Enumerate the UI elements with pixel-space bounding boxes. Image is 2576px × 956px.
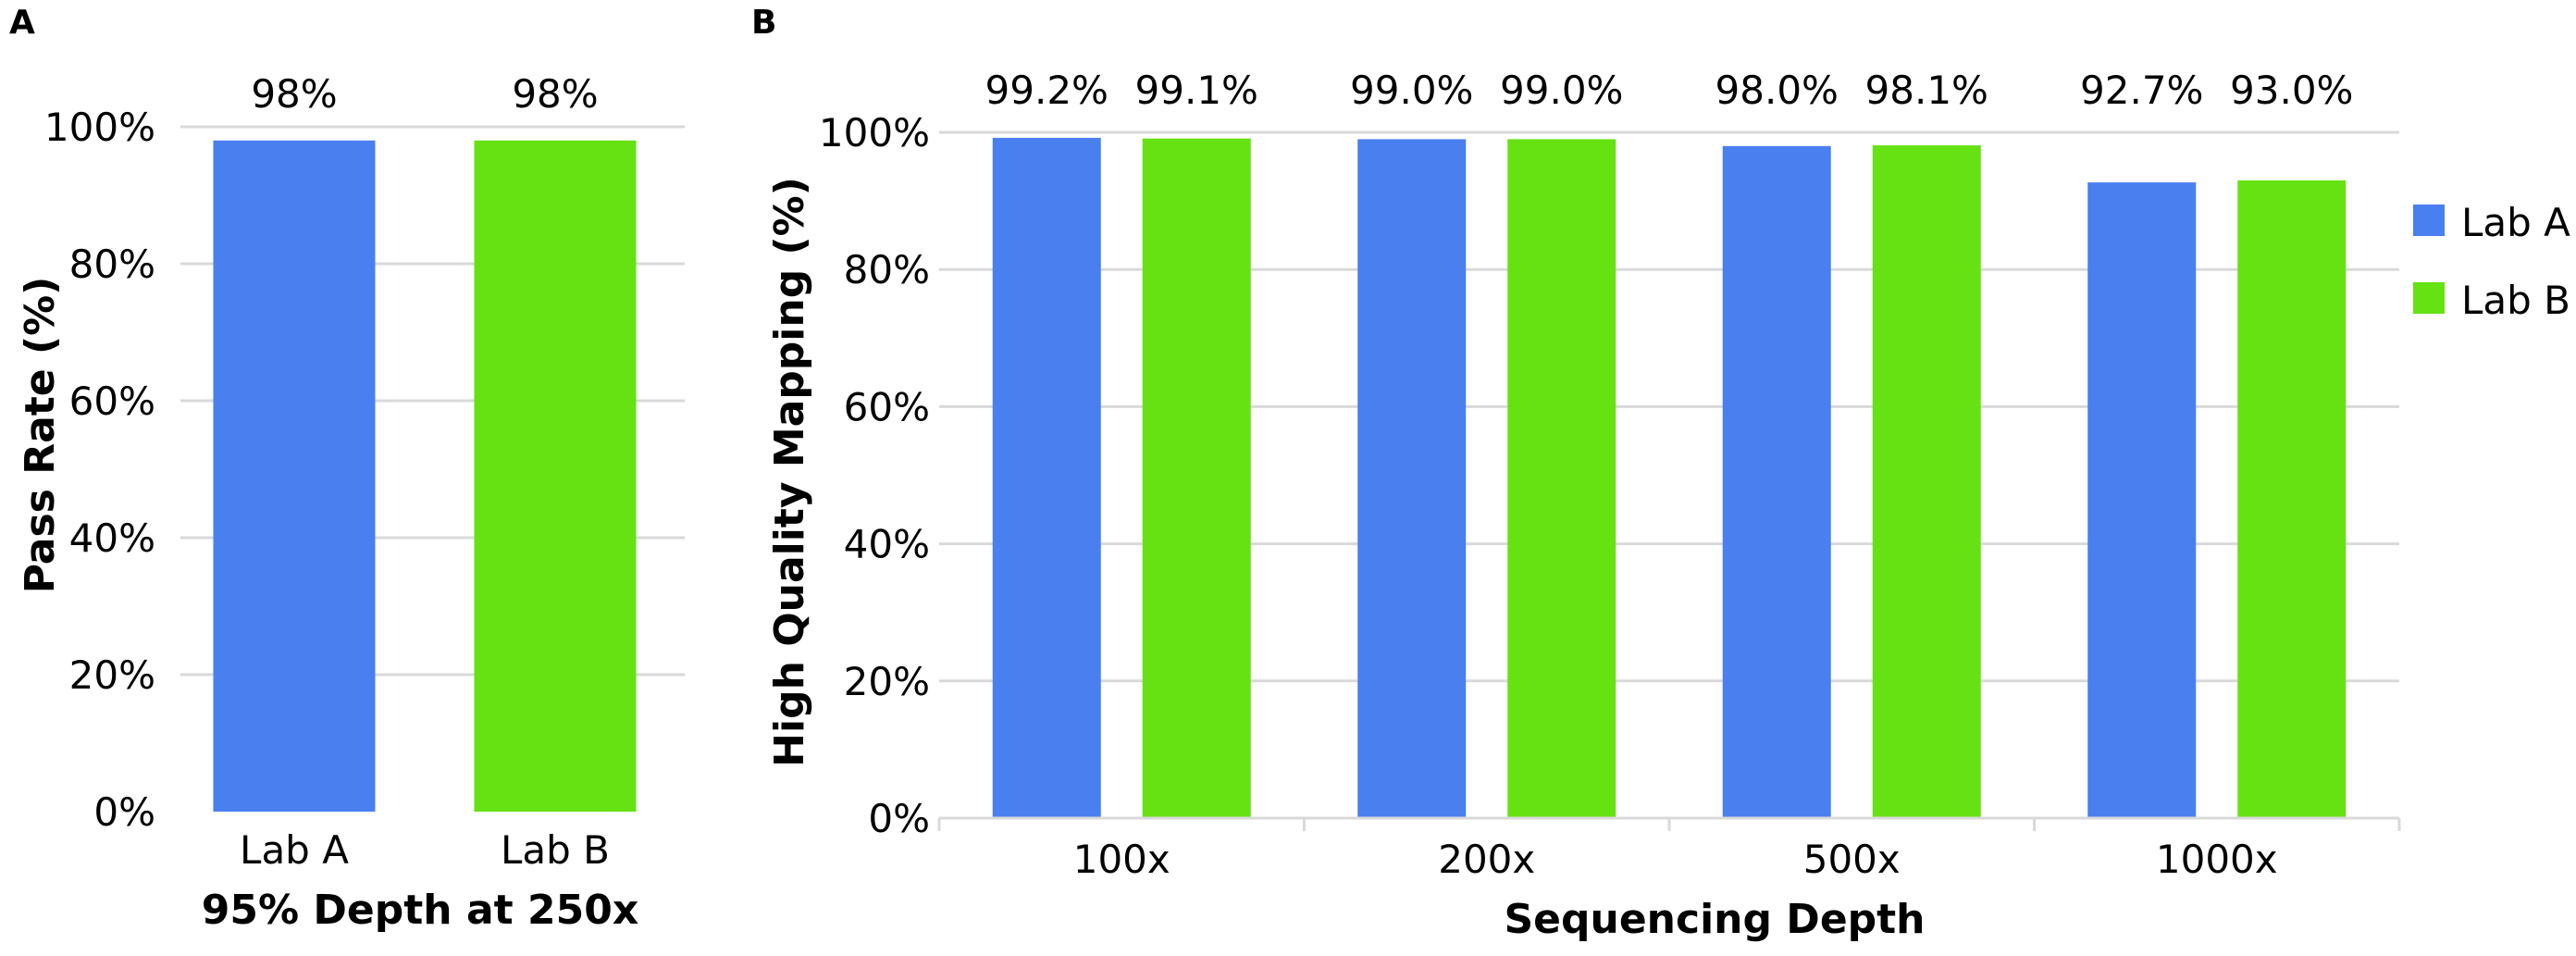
panel-b-legend: Lab A Lab B <box>2413 200 2570 323</box>
panel-b-data-label: 93.0% <box>2230 68 2353 113</box>
panel-b-data-label: 99.1% <box>1135 68 1258 113</box>
panel-a-bar <box>474 140 637 813</box>
panel-b-data-label: 98.1% <box>1865 68 1988 113</box>
panel-a-x-tick-label: Lab B <box>501 827 610 873</box>
panel-a-y-tick-labels: 0% 20% 40% 60% 80% 100% <box>44 105 155 835</box>
panel-a-y-tick-label: 100% <box>44 105 155 150</box>
panel-a-bar <box>213 140 376 813</box>
panel-b: B 0% 20% 40% 60% 80% 100% 99.2% 99.1% 99.0% 99.0… <box>751 4 2570 943</box>
panel-a-x-tick-labels: Lab A Lab B <box>240 827 610 873</box>
panel-b-y-tick-label: 20% <box>844 659 930 704</box>
panel-b-label: B <box>751 4 776 42</box>
panel-b-bar <box>2237 180 2347 818</box>
panel-a-y-axis-title: Pass Rate (%) <box>17 277 64 594</box>
panel-b-legend-swatch <box>2413 282 2445 314</box>
panel-b-y-tick-labels: 0% 20% 40% 60% 80% 100% <box>819 110 930 841</box>
panel-b-y-tick-label: 0% <box>868 796 930 841</box>
panel-b-x-tick-label: 200x <box>1438 837 1535 882</box>
panel-b-y-tick-label: 80% <box>844 247 930 292</box>
panel-a-y-tick-label: 80% <box>69 242 155 287</box>
panel-b-x-axis <box>937 816 2401 831</box>
panel-b-y-tick-label: 60% <box>844 384 930 429</box>
panel-b-bar <box>1142 138 1251 818</box>
panel-b-y-tick-label: 40% <box>844 522 930 567</box>
panel-a-y-tick-label: 0% <box>93 789 155 835</box>
panel-a-data-label: 98% <box>512 71 598 117</box>
panel-a-y-tick-label: 40% <box>69 515 155 561</box>
panel-b-bar <box>992 137 1101 819</box>
panel-b-data-label: 98.0% <box>1715 68 1839 113</box>
panel-b-legend-label: Lab B <box>2461 278 2570 323</box>
panel-a: A 0% 20% 40% 60% 80% 100% 98% 98% Lab A Lab B P… <box>9 4 685 934</box>
panel-a-label: A <box>9 4 35 42</box>
panel-b-bar <box>1507 139 1616 818</box>
panel-b-bars <box>992 137 2347 819</box>
panel-b-bar <box>1872 145 1981 819</box>
panel-a-x-axis-title: 95% Depth at 250x <box>202 887 638 934</box>
panel-a-y-tick-label: 20% <box>69 652 155 698</box>
panel-b-data-labels: 99.2% 99.1% 99.0% 99.0% 98.0% 98.1% 92.7% 93.0% <box>985 68 2354 113</box>
panel-b-x-axis-title: Sequencing Depth <box>1504 896 1925 943</box>
panel-b-bar <box>2087 182 2197 818</box>
panel-b-bar <box>1722 145 1831 818</box>
panel-b-data-label: 99.0% <box>1350 68 1473 113</box>
panel-b-data-label: 99.0% <box>1500 68 1623 113</box>
panel-b-x-tick-labels: 100x 200x 500x 1000x <box>1073 837 2278 882</box>
panel-b-data-label: 92.7% <box>2080 68 2203 113</box>
panel-a-bars <box>213 140 637 813</box>
panel-b-x-tick-label: 1000x <box>2156 837 2278 882</box>
panel-b-y-tick-label: 100% <box>819 110 930 155</box>
panel-b-bar <box>1357 139 1467 818</box>
panel-b-y-axis-title: High Quality Mapping (%) <box>766 177 813 767</box>
panel-b-legend-label: Lab A <box>2461 200 2570 245</box>
panel-b-data-label: 99.2% <box>985 68 1108 113</box>
panel-b-x-tick-label: 500x <box>1803 837 1901 882</box>
panel-b-x-tick-label: 100x <box>1073 837 1170 882</box>
panel-a-data-label: 98% <box>251 71 337 117</box>
panel-b-legend-swatch <box>2413 205 2445 236</box>
panel-a-data-labels: 98% 98% <box>251 71 598 117</box>
panel-a-y-tick-label: 60% <box>69 379 155 424</box>
panel-a-x-tick-label: Lab A <box>240 827 349 873</box>
